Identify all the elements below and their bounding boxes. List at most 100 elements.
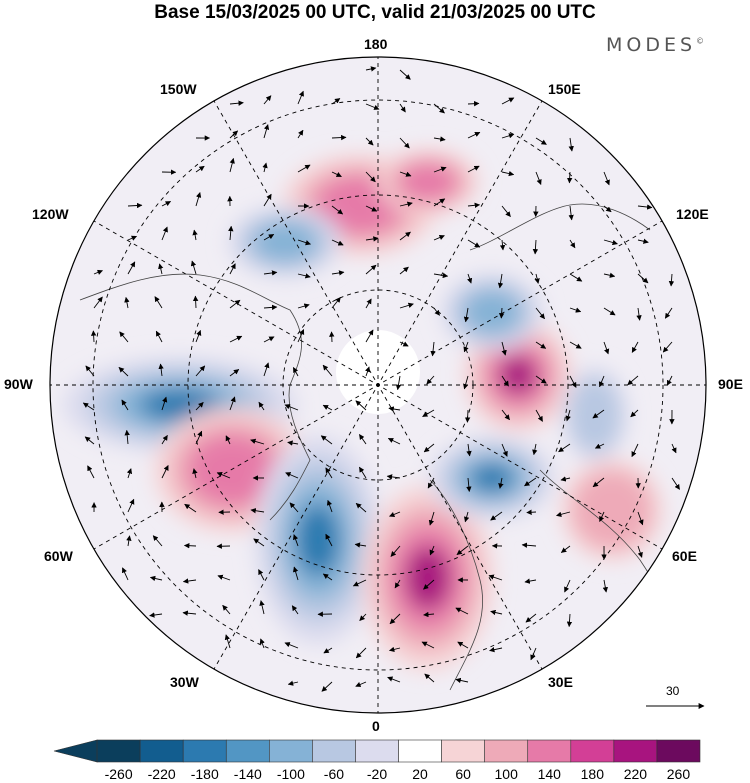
wind-vector xyxy=(399,137,410,149)
wind-vector xyxy=(331,205,344,215)
map-border xyxy=(49,56,707,714)
lon-label-60e: 60E xyxy=(672,548,697,564)
wind-vector xyxy=(534,273,540,284)
colorbar-tick-label: -140 xyxy=(233,766,262,782)
wind-vector xyxy=(662,341,673,353)
wind-vector xyxy=(501,443,508,457)
wind-vector xyxy=(501,97,515,105)
wind-vector xyxy=(421,641,435,649)
wind-vector xyxy=(149,575,163,582)
wind-vector xyxy=(228,225,234,241)
wind-vector xyxy=(637,204,653,210)
wind-vector xyxy=(526,509,537,515)
wind-vector xyxy=(463,341,469,353)
colorbar-segment xyxy=(139,739,184,763)
anomaly-contour xyxy=(470,463,514,493)
wind-vector xyxy=(535,171,542,185)
anomaly-contour xyxy=(399,163,457,201)
wind-vector xyxy=(603,341,610,355)
wind-vector xyxy=(93,269,103,275)
wind-vector xyxy=(155,330,163,343)
wind-vector xyxy=(355,681,367,687)
wind-vector xyxy=(122,567,129,581)
wind-vector xyxy=(464,409,471,423)
wind-vector xyxy=(603,205,612,213)
wind-vector xyxy=(263,336,275,343)
wind-vector xyxy=(666,375,673,386)
wind-vector xyxy=(463,375,469,390)
colorbar-tick-label: -180 xyxy=(190,766,219,782)
wind-vector xyxy=(184,503,197,513)
wind-vector xyxy=(365,329,374,343)
wind-vector xyxy=(668,273,675,287)
wind-vector xyxy=(323,647,333,654)
colorbar-tick-label: -20 xyxy=(366,766,388,782)
colorbar-segment xyxy=(656,739,701,763)
anomaly-contour xyxy=(499,355,537,395)
wind-vector xyxy=(565,409,571,422)
wind-vector xyxy=(524,477,537,487)
wind-vector xyxy=(535,375,547,384)
wind-vector xyxy=(467,100,480,107)
wind-vector xyxy=(603,307,616,316)
wind-vector xyxy=(568,137,574,152)
colorbar-segment xyxy=(269,739,313,763)
wind-vector xyxy=(598,375,605,388)
wind-vector xyxy=(229,299,241,309)
wind-vector xyxy=(158,363,164,377)
wind-vector xyxy=(352,579,367,587)
colorbar-segment xyxy=(225,739,270,763)
wind-vector xyxy=(455,607,469,615)
colorbar-segment xyxy=(398,739,442,763)
wind-vector xyxy=(631,443,639,458)
anomaly-contour xyxy=(296,504,340,576)
wind-vector xyxy=(637,273,649,284)
wind-vector xyxy=(250,438,265,445)
anomaly-contour xyxy=(188,434,276,506)
wind-vector xyxy=(428,511,435,526)
colorbar-tick-label: -260 xyxy=(104,766,133,782)
wind-vector xyxy=(560,476,571,482)
wind-vector xyxy=(284,642,299,649)
latitude-circle xyxy=(92,99,664,671)
wind-vector xyxy=(463,307,470,323)
meridian-line xyxy=(91,219,665,551)
wind-vector xyxy=(499,239,506,251)
wind-vector xyxy=(119,331,129,343)
wind-vector xyxy=(321,681,333,692)
anomaly-contour xyxy=(569,377,621,453)
lon-label-120w: 120W xyxy=(32,206,69,222)
colorbar-tick-label: 220 xyxy=(623,766,648,782)
colorbar xyxy=(53,739,701,763)
colorbar-segment xyxy=(182,739,227,763)
wind-vector xyxy=(82,402,95,411)
colorbar-segment xyxy=(613,739,658,763)
wind-vector xyxy=(427,477,435,489)
wind-vector xyxy=(365,66,377,72)
wind-vector xyxy=(535,307,545,320)
wind-vector xyxy=(389,613,401,625)
wind-vector xyxy=(488,574,503,581)
wind-vector xyxy=(389,646,401,653)
wind-vector xyxy=(161,396,168,411)
wind-vector xyxy=(331,296,341,309)
wind-vector xyxy=(195,165,205,173)
wind-vector xyxy=(222,604,231,615)
wind-vector xyxy=(161,434,168,445)
lon-label-150e: 150E xyxy=(548,81,581,97)
wind-vector xyxy=(258,401,265,411)
brand-mark: © xyxy=(696,36,705,46)
wind-vector xyxy=(592,477,605,488)
wind-vector xyxy=(322,364,333,377)
wind-vector xyxy=(521,542,537,548)
wind-vector xyxy=(525,613,537,623)
wind-vector xyxy=(603,239,618,246)
lon-label-60w: 60W xyxy=(44,548,73,564)
wind-vector xyxy=(466,477,472,493)
wind-vector xyxy=(190,260,197,275)
wind-vector xyxy=(297,273,311,279)
wind-vector xyxy=(556,511,571,517)
wind-vector xyxy=(154,296,163,309)
lon-label-90w: 90W xyxy=(4,376,33,392)
